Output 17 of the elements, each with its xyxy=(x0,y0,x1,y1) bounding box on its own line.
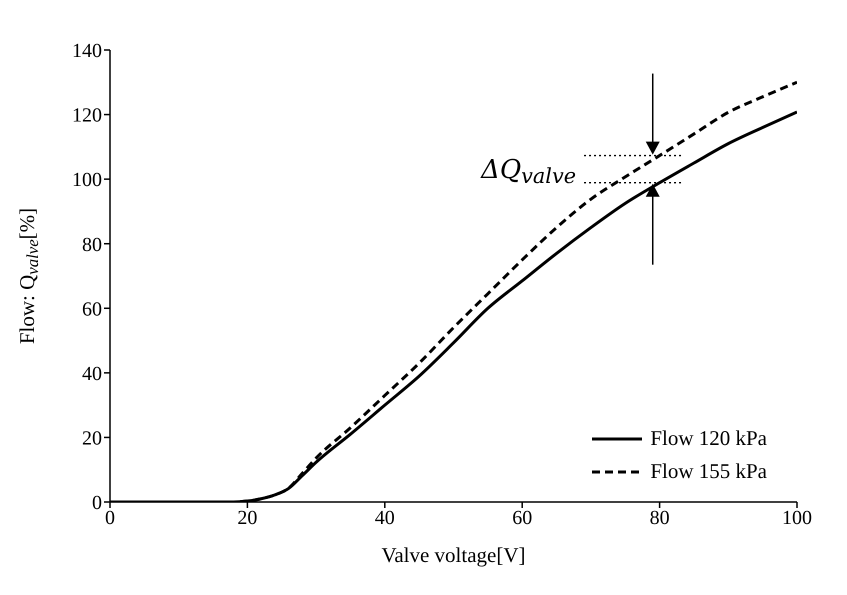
x-tick-label: 20 xyxy=(237,507,258,530)
y-tick-label: 80 xyxy=(82,234,102,256)
legend-label: Flow 120 kPa xyxy=(650,426,767,451)
y-tick-label: 140 xyxy=(72,40,102,62)
x-tick-label: 60 xyxy=(512,507,532,530)
x-tick-label: 80 xyxy=(650,507,670,530)
y-tick-label: 0 xyxy=(92,492,102,514)
y-tick-label: 100 xyxy=(72,169,102,192)
y-tick-label: 20 xyxy=(82,428,102,450)
y-tick-label: 40 xyxy=(82,362,102,385)
y-tick-label: 60 xyxy=(82,298,102,320)
x-axis-title: Valve voltage[V] xyxy=(381,543,526,567)
x-tick-label: 100 xyxy=(782,507,812,530)
x-tick-label: 40 xyxy=(374,507,395,530)
annotation: ΔQ$_{valve}$ xyxy=(480,155,576,188)
legend-label: Flow 155 kPa xyxy=(650,459,767,484)
y-tick-label: 120 xyxy=(72,104,102,127)
